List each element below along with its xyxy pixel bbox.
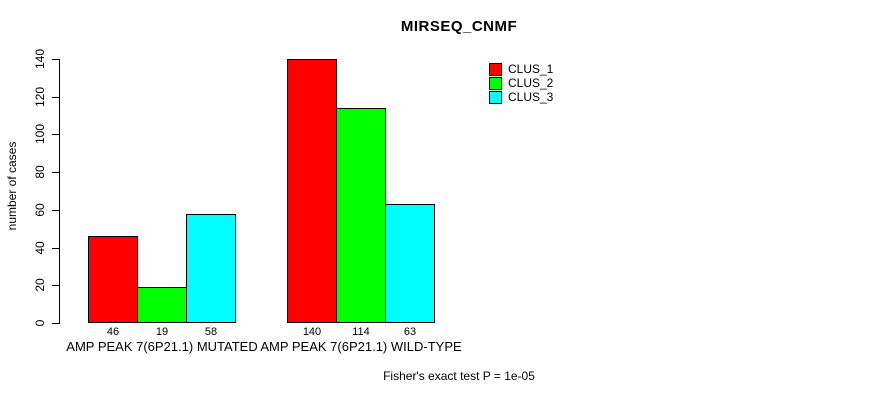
category-label: AMP PEAK 7(6P21.1) WILD-TYPE: [260, 339, 462, 354]
legend-item: CLUS_3: [489, 91, 553, 104]
bar-value-label: 19: [155, 326, 169, 338]
y-axis-tick-label: 20: [33, 278, 47, 292]
chart-title: MIRSEQ_CNMF: [400, 18, 518, 35]
y-axis-tick-label: 60: [33, 203, 47, 217]
y-axis-tick-label: 120: [33, 86, 47, 108]
y-axis-tick-label: 40: [33, 241, 47, 255]
legend-swatch: [489, 91, 502, 104]
legend: CLUS_1 CLUS_2 CLUS_3: [489, 63, 553, 105]
y-axis-tick: [52, 210, 59, 211]
legend-swatch: [489, 77, 502, 90]
bar-value-label: 140: [302, 326, 322, 338]
y-axis-tick: [52, 97, 59, 98]
annotation: Fisher's exact test P = 1e-05: [383, 369, 535, 383]
legend-item: CLUS_1: [489, 63, 553, 76]
y-axis-tick: [52, 323, 59, 324]
legend-label: CLUS_1: [508, 62, 554, 76]
legend-swatch: [489, 63, 502, 76]
bar-clus_3-1: [186, 214, 236, 323]
legend-label: CLUS_2: [508, 76, 554, 90]
bar-clus_1-1: [88, 236, 138, 323]
category-label: AMP PEAK 7(6P21.1) MUTATED: [66, 339, 258, 354]
y-axis-tick: [52, 248, 59, 249]
y-axis-tick: [52, 172, 59, 173]
bar-value-label: 46: [106, 326, 120, 338]
bar-value-label: 114: [352, 326, 370, 338]
y-axis-label: number of cases: [5, 141, 19, 231]
bar-clus_2-1: [137, 287, 187, 323]
bar-value-label: 63: [403, 326, 417, 338]
bar-value-label: 58: [204, 326, 218, 338]
y-axis-tick: [52, 59, 59, 60]
bar-clus_1-2: [287, 59, 337, 323]
y-axis-tick: [52, 285, 59, 286]
legend-item: CLUS_2: [489, 77, 553, 90]
y-axis-tick-label: 0: [33, 319, 47, 327]
legend-label: CLUS_3: [508, 90, 554, 104]
y-axis-tick-label: 80: [33, 165, 47, 179]
y-axis: [59, 59, 60, 324]
bar-clus_2-2: [336, 108, 386, 323]
y-axis-tick: [52, 134, 59, 135]
y-axis-tick-label: 100: [33, 123, 47, 145]
bar-clus_3-2: [385, 204, 435, 323]
y-axis-tick-label: 140: [33, 48, 47, 70]
